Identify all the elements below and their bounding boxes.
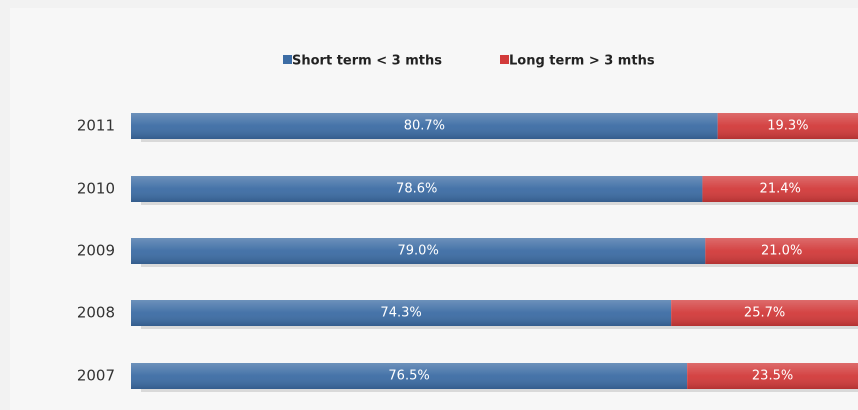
value-label: 21.0%	[761, 244, 802, 259]
bar-shadow	[141, 326, 858, 329]
plot-panel	[10, 8, 858, 410]
value-label: 23.5%	[752, 369, 793, 384]
bar-shine	[671, 300, 858, 326]
bar-shadow	[141, 389, 858, 392]
legend-label: Long term > 3 mths	[509, 54, 655, 69]
value-label: 78.6%	[396, 182, 437, 197]
legend-swatch	[500, 55, 509, 64]
bar-shadow	[141, 139, 858, 142]
value-label: 25.7%	[744, 306, 785, 321]
legend-swatch	[283, 55, 292, 64]
category-label: 2010	[77, 180, 115, 198]
category-label: 2009	[77, 242, 115, 260]
bar-shine	[131, 238, 706, 264]
value-label: 79.0%	[398, 244, 439, 259]
category-label: 2008	[77, 304, 115, 322]
category-label: 2007	[77, 367, 115, 385]
value-label: 76.5%	[388, 369, 429, 384]
bar-shadow	[141, 202, 858, 205]
bar-shine	[131, 363, 688, 389]
bar-shine	[131, 176, 703, 202]
bar-shine	[131, 300, 672, 326]
bar-shadow	[141, 264, 858, 267]
bar-shine	[702, 176, 858, 202]
value-label: 19.3%	[767, 119, 808, 134]
bar-shine	[705, 238, 858, 264]
bar-shine	[687, 363, 858, 389]
legend-label: Short term < 3 mths	[292, 54, 442, 69]
category-label: 2011	[77, 117, 115, 135]
bar-shine	[717, 113, 858, 139]
bar-shine	[131, 113, 718, 139]
value-label: 80.7%	[404, 119, 445, 134]
value-label: 21.4%	[760, 182, 801, 197]
value-label: 74.3%	[380, 306, 421, 321]
